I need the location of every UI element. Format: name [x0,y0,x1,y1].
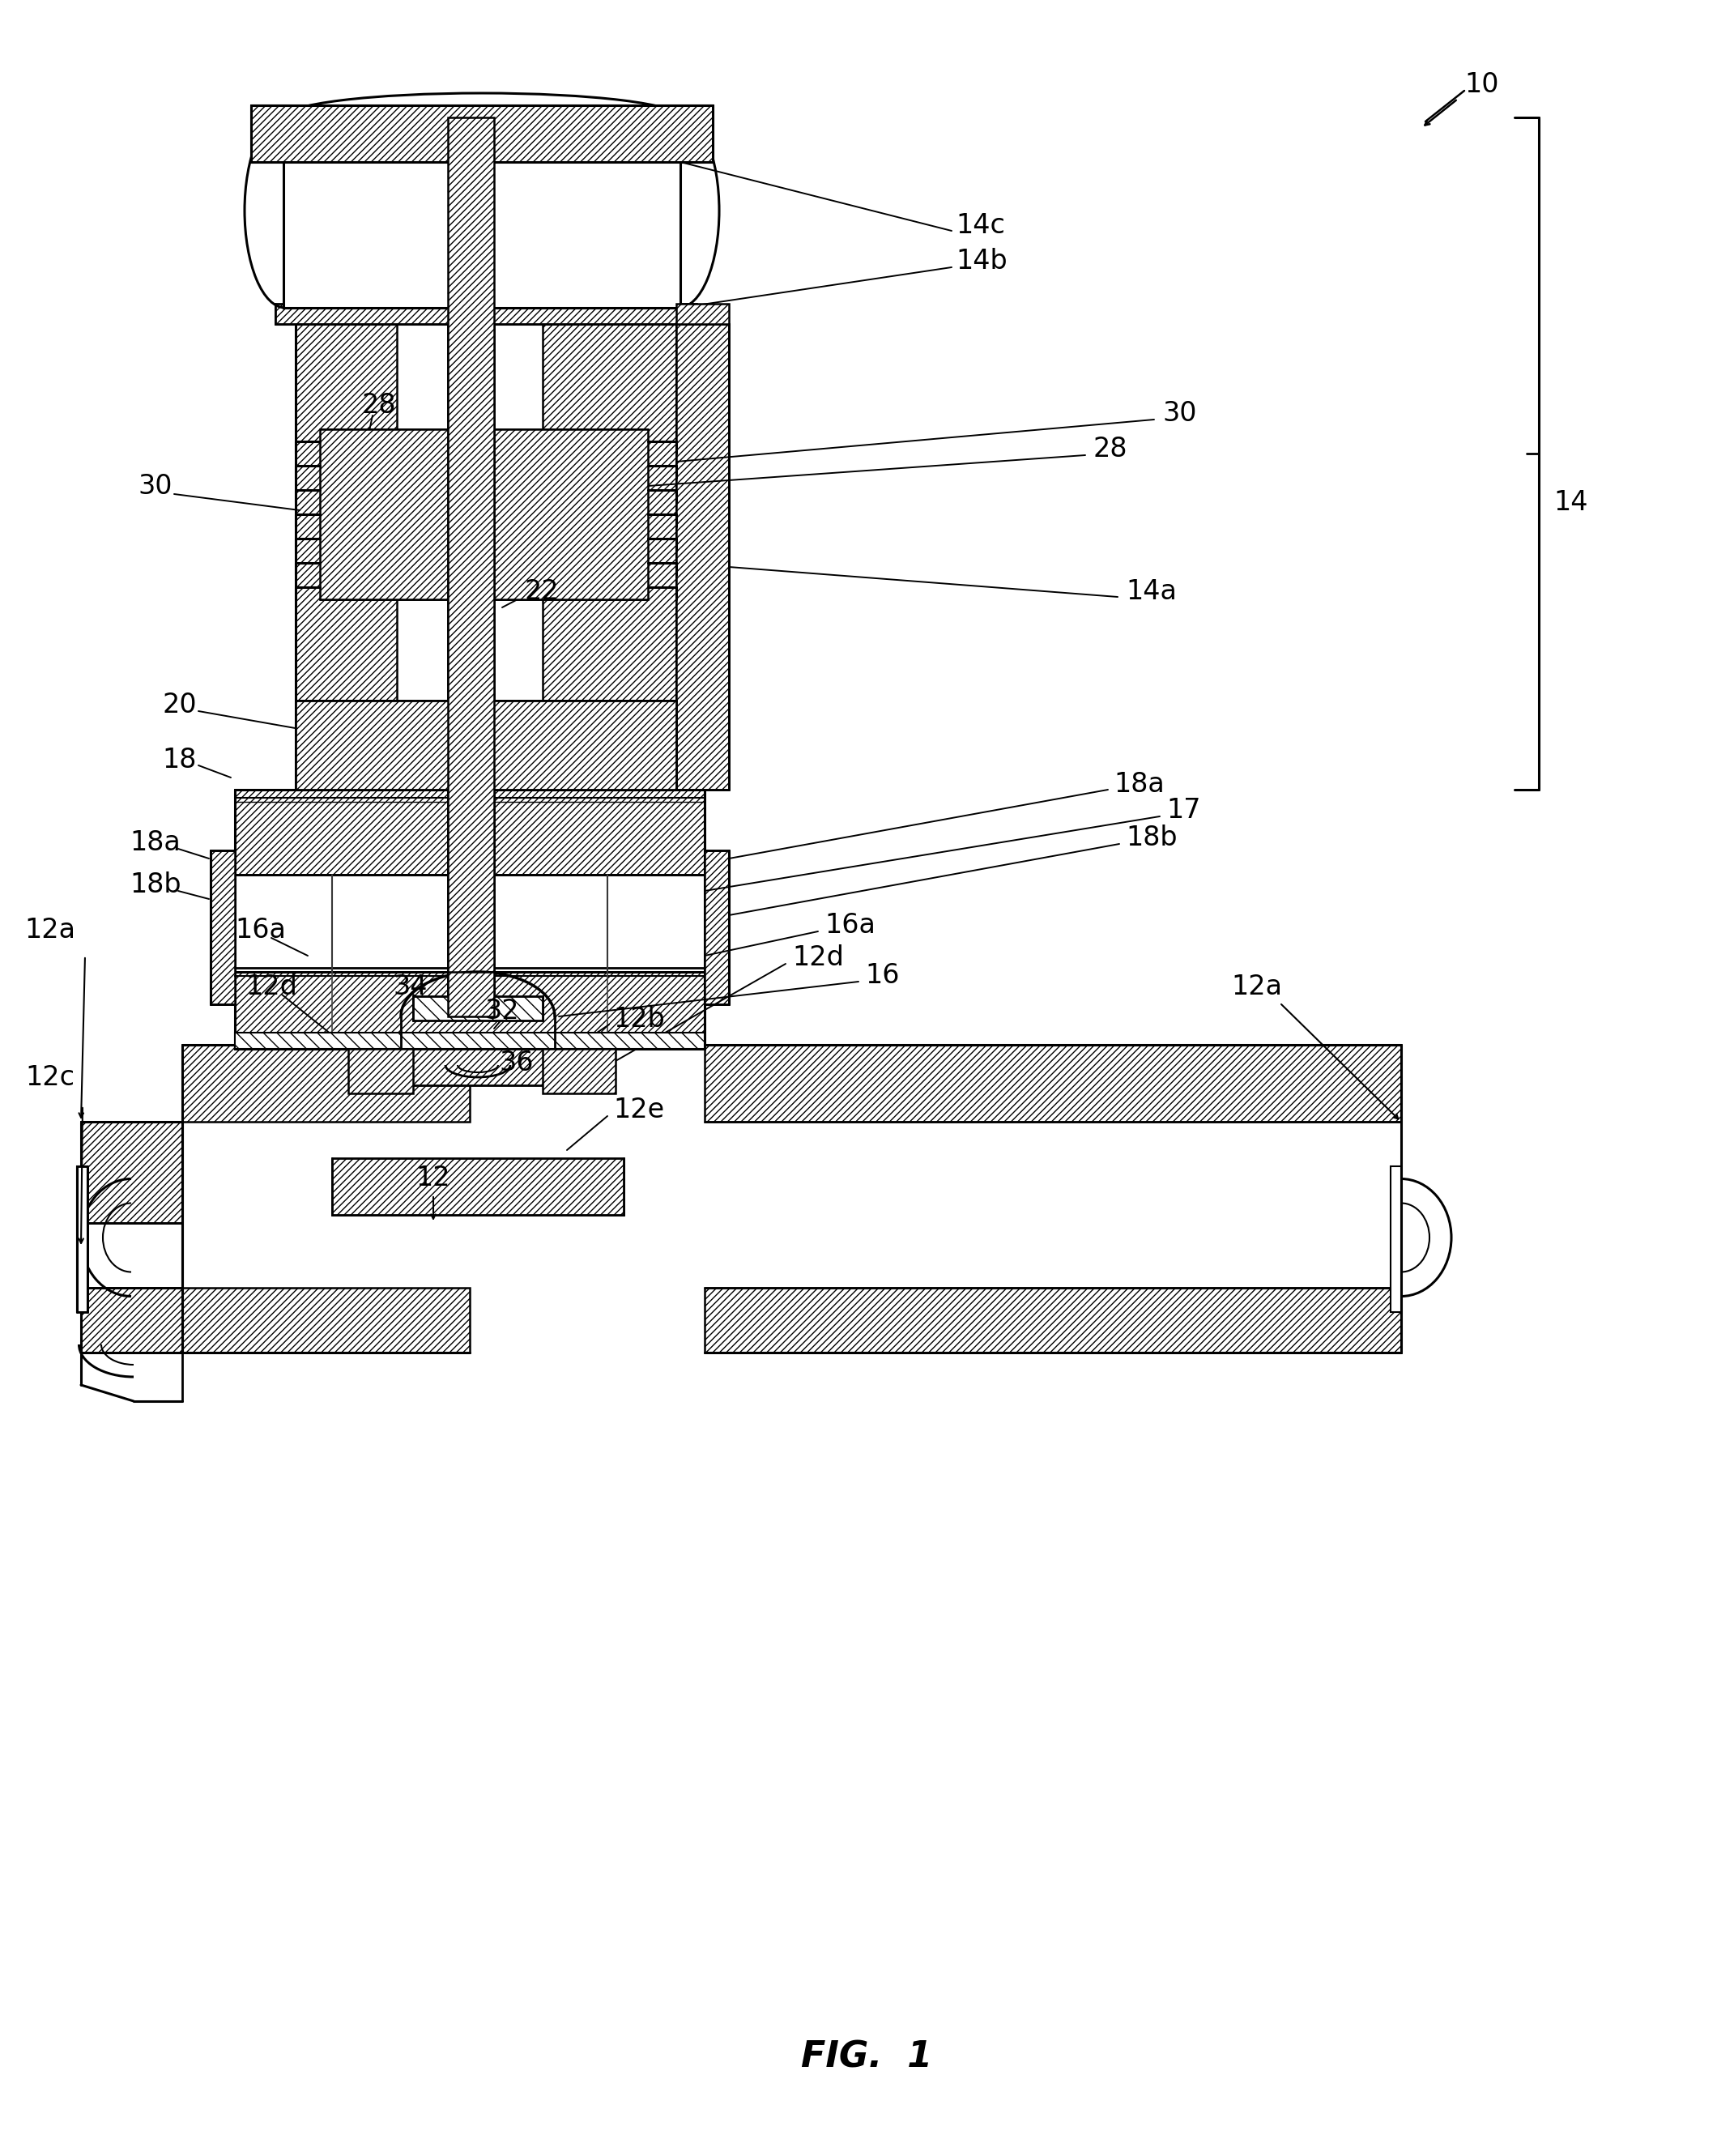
Text: 12a: 12a [1231,972,1281,1000]
Polygon shape [704,1046,1401,1121]
Text: 12a: 12a [24,916,76,942]
Text: 18a: 18a [1113,770,1165,798]
Polygon shape [494,429,649,599]
Text: 36: 36 [499,1050,534,1076]
Polygon shape [331,1158,624,1214]
Text: 16a: 16a [824,912,876,940]
Text: 32: 32 [486,998,520,1024]
Polygon shape [81,1121,182,1222]
Text: 28: 28 [362,392,397,418]
Polygon shape [210,849,234,1005]
Text: 28: 28 [1094,436,1127,464]
Polygon shape [234,972,704,1048]
Text: 12e: 12e [614,1095,664,1123]
Polygon shape [182,1046,470,1121]
Polygon shape [276,304,697,323]
Polygon shape [704,849,728,1005]
Text: 16: 16 [865,962,900,990]
Text: 18b: 18b [130,871,182,899]
Text: 12c: 12c [26,1063,75,1091]
Polygon shape [413,996,543,1020]
Polygon shape [349,1048,413,1093]
Text: 18b: 18b [1125,826,1177,852]
Text: 14a: 14a [1125,578,1177,604]
Polygon shape [447,972,494,1015]
Polygon shape [676,323,728,789]
Text: 16a: 16a [236,916,286,942]
Text: 20: 20 [163,692,198,718]
Text: 12: 12 [416,1164,451,1192]
Polygon shape [401,1048,555,1084]
Text: 12d: 12d [792,944,844,972]
Text: 14: 14 [1554,489,1588,515]
Polygon shape [543,1048,616,1093]
Polygon shape [543,323,676,789]
Text: 30: 30 [139,472,173,500]
Polygon shape [704,1287,1401,1352]
Text: 22: 22 [525,578,560,604]
Text: 17: 17 [1167,796,1200,824]
Polygon shape [1391,1166,1401,1313]
Text: 14b: 14b [955,248,1007,276]
Polygon shape [283,116,680,308]
Polygon shape [447,116,494,1013]
Text: 34: 34 [394,972,428,1000]
Polygon shape [234,789,704,875]
Polygon shape [234,1033,704,1048]
Polygon shape [251,106,713,162]
Text: 18: 18 [163,746,198,774]
Text: 10: 10 [1465,71,1500,99]
Polygon shape [76,1166,87,1313]
Polygon shape [295,323,397,789]
Polygon shape [676,304,728,323]
Text: 12d: 12d [246,972,297,1000]
Text: 14c: 14c [955,211,1006,239]
Text: 18a: 18a [130,828,180,856]
Text: 12b: 12b [614,1005,664,1033]
Polygon shape [182,1287,470,1352]
Polygon shape [295,701,676,789]
Polygon shape [319,429,447,599]
Polygon shape [81,1287,182,1352]
Text: FIG.  1: FIG. 1 [801,2040,933,2074]
Text: 30: 30 [1162,399,1196,427]
